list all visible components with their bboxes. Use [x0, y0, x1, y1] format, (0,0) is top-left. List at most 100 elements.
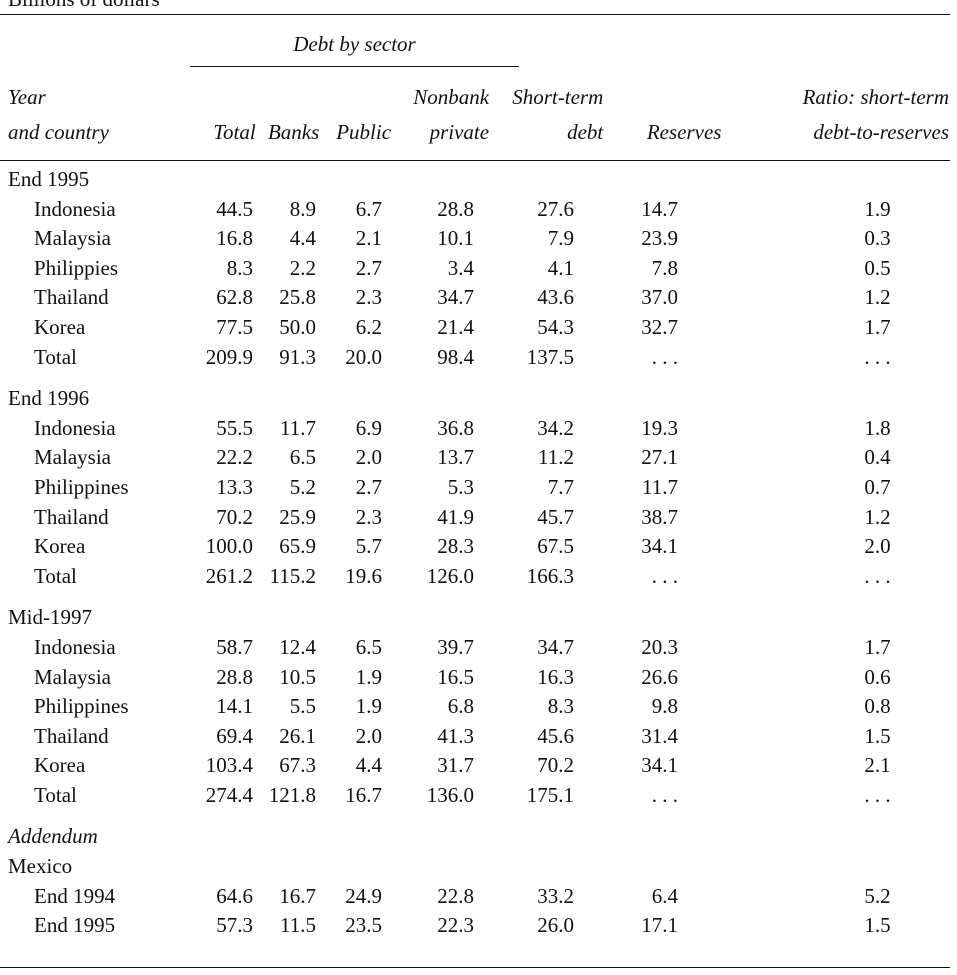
value-cell: 5.2 — [289, 474, 316, 499]
header-cell — [319, 80, 391, 115]
value-cell: . . . — [864, 344, 891, 369]
value-cell: 58.7 — [216, 634, 253, 659]
group-heading: End 1996 — [0, 384, 957, 414]
table-row: Korea 100.0 65.9 5.7 28.3 67.5 34.1 2.0 — [0, 532, 957, 562]
header-cell: private — [429, 120, 490, 144]
value-cell: 10.1 — [437, 226, 474, 251]
table-row: Total 209.9 91.3 20.0 98.4 137.5 . . . . . . — [0, 343, 957, 373]
group-heading-label: End 1995 — [8, 167, 90, 191]
value-cell: 115.2 — [269, 563, 316, 588]
row-label: Indonesia — [34, 415, 116, 440]
value-cell: 24.9 — [345, 883, 382, 908]
value-cell: 8.3 — [547, 694, 574, 719]
header-cell: and country — [8, 120, 109, 144]
value-cell: 36.8 — [437, 415, 474, 440]
value-cell: 100.0 — [205, 534, 253, 559]
value-cell: 6.5 — [355, 634, 382, 659]
table-row: Malaysia 22.2 6.5 2.0 13.7 11.2 27.1 0.4 — [0, 443, 957, 473]
table-row: Total 274.4 121.8 16.7 136.0 175.1 . . . . . . — [0, 781, 957, 811]
row-label: Thailand — [34, 285, 109, 310]
value-cell: 103.4 — [205, 753, 253, 778]
value-cell: 1.8 — [864, 415, 891, 440]
group-heading: End 1995 — [0, 165, 957, 195]
bottom-rule — [0, 967, 950, 968]
header-cell: Ratio: short-term — [802, 85, 949, 109]
top-rule — [0, 14, 950, 15]
value-cell: 6.4 — [651, 883, 678, 908]
value-cell: 12.4 — [279, 634, 316, 659]
value-cell: 23.9 — [641, 226, 678, 251]
value-cell: 19.6 — [345, 563, 382, 588]
table-row: Total 261.2 115.2 19.6 126.0 166.3 . . . . . . — [0, 562, 957, 592]
value-cell: 28.3 — [437, 534, 474, 559]
table-row: Thailand 69.4 26.1 2.0 41.3 45.6 31.4 1.5 — [0, 722, 957, 752]
value-cell: 34.7 — [537, 634, 574, 659]
row-label: Philippines — [34, 474, 129, 499]
row-label: Korea — [34, 753, 86, 778]
value-cell: 136.0 — [426, 782, 474, 807]
value-cell: 62.8 — [216, 285, 253, 310]
value-cell: 1.9 — [864, 196, 891, 221]
value-cell: 54.3 — [537, 314, 574, 339]
value-cell: 6.8 — [447, 694, 474, 719]
addendum-country-label: Mexico — [8, 854, 73, 879]
row-label: Malaysia — [34, 226, 111, 251]
row-label: Korea — [34, 534, 86, 559]
value-cell: 22.2 — [216, 445, 253, 470]
header-rule — [0, 160, 950, 161]
value-cell: 14.7 — [641, 196, 678, 221]
value-cell: 13.3 — [216, 474, 253, 499]
row-label: Malaysia — [34, 445, 111, 470]
value-cell: 5.5 — [289, 694, 316, 719]
value-cell: 7.8 — [651, 255, 678, 280]
value-cell: 21.4 — [437, 314, 474, 339]
value-cell: 23.5 — [345, 913, 382, 938]
value-cell: 98.4 — [437, 344, 474, 369]
value-cell: 0.4 — [864, 445, 891, 470]
value-cell: 28.8 — [216, 664, 253, 689]
value-cell: 28.8 — [437, 196, 474, 221]
row-label: Indonesia — [34, 634, 116, 659]
group-heading: Mid-1997 — [0, 603, 957, 633]
value-cell: 14.1 — [216, 694, 253, 719]
value-cell: 16.3 — [537, 664, 574, 689]
value-cell: 34.2 — [537, 415, 574, 440]
value-cell: 1.9 — [355, 664, 382, 689]
value-cell: 43.6 — [537, 285, 574, 310]
header-cell: Short-term — [512, 85, 604, 109]
value-cell: 1.2 — [864, 285, 891, 310]
value-cell: . . . — [864, 563, 891, 588]
value-cell: 4.1 — [547, 255, 574, 280]
value-cell: 4.4 — [289, 226, 316, 251]
value-cell: 8.9 — [289, 196, 316, 221]
value-cell: 2.1 — [864, 753, 891, 778]
value-cell: . . . — [651, 782, 678, 807]
value-cell: 91.3 — [279, 344, 316, 369]
header-cell: Reserves — [646, 120, 722, 144]
value-cell: 2.0 — [864, 534, 891, 559]
value-cell: 16.7 — [345, 782, 382, 807]
value-cell: 27.6 — [537, 196, 574, 221]
value-cell: 34.7 — [437, 285, 474, 310]
header-row-1: Year Nonbank Short-term Ratio: short-ter… — [0, 80, 957, 115]
value-cell: 25.9 — [279, 504, 316, 529]
value-cell: 2.0 — [355, 723, 382, 748]
value-cell: 69.4 — [216, 723, 253, 748]
value-cell: 11.7 — [280, 415, 316, 440]
value-cell: 0.7 — [864, 474, 891, 499]
value-cell: 11.7 — [642, 474, 678, 499]
row-label: Malaysia — [34, 664, 111, 689]
value-cell: 31.7 — [437, 753, 474, 778]
value-cell: 25.8 — [279, 285, 316, 310]
table-row: Indonesia 58.7 12.4 6.5 39.7 34.7 20.3 1.7 — [0, 633, 957, 663]
value-cell: 7.7 — [547, 474, 574, 499]
value-cell: 67.5 — [537, 534, 574, 559]
spacer-cell — [0, 591, 957, 603]
table-row: Philippies 8.3 2.2 2.7 3.4 4.1 7.8 0.5 — [0, 254, 957, 284]
header-cell: Nonbank — [413, 85, 490, 109]
header-row-2: and country Total Banks Public private d… — [0, 115, 957, 150]
value-cell: 16.7 — [279, 883, 316, 908]
value-cell: 10.5 — [279, 664, 316, 689]
value-cell: 26.0 — [537, 913, 574, 938]
